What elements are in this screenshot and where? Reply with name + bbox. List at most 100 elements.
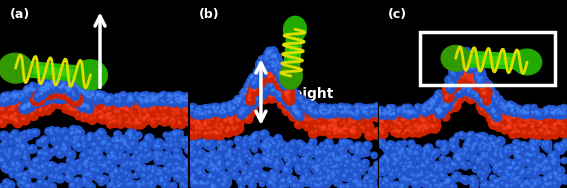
Circle shape xyxy=(517,108,520,111)
Circle shape xyxy=(89,104,97,111)
Circle shape xyxy=(84,159,88,163)
Circle shape xyxy=(482,92,485,95)
Circle shape xyxy=(446,88,450,90)
Circle shape xyxy=(16,150,26,159)
Circle shape xyxy=(461,63,464,67)
Circle shape xyxy=(375,111,378,114)
Circle shape xyxy=(108,172,117,180)
Circle shape xyxy=(71,96,74,99)
Circle shape xyxy=(287,176,291,179)
Circle shape xyxy=(388,106,391,109)
Circle shape xyxy=(514,147,525,158)
Circle shape xyxy=(61,90,70,99)
Circle shape xyxy=(528,182,539,188)
Circle shape xyxy=(470,61,480,71)
Circle shape xyxy=(396,147,407,158)
Circle shape xyxy=(385,104,395,114)
Circle shape xyxy=(48,82,52,85)
Circle shape xyxy=(544,183,552,188)
Circle shape xyxy=(459,175,467,183)
Circle shape xyxy=(454,68,462,77)
Circle shape xyxy=(273,142,276,145)
Circle shape xyxy=(81,89,84,92)
Circle shape xyxy=(209,174,212,177)
Circle shape xyxy=(73,98,75,101)
Circle shape xyxy=(464,86,467,89)
Circle shape xyxy=(328,145,331,148)
Circle shape xyxy=(506,103,509,105)
Circle shape xyxy=(0,105,7,115)
Circle shape xyxy=(249,80,260,91)
Circle shape xyxy=(145,137,148,140)
Circle shape xyxy=(183,171,190,177)
Circle shape xyxy=(90,172,92,175)
Circle shape xyxy=(435,103,446,114)
Circle shape xyxy=(21,94,24,97)
Circle shape xyxy=(497,108,508,119)
Circle shape xyxy=(73,161,79,168)
Circle shape xyxy=(3,149,6,152)
Circle shape xyxy=(362,115,371,124)
Circle shape xyxy=(88,135,91,138)
Circle shape xyxy=(549,110,552,114)
Circle shape xyxy=(508,102,518,113)
Circle shape xyxy=(57,96,66,104)
Circle shape xyxy=(223,111,234,122)
Circle shape xyxy=(335,164,338,168)
Circle shape xyxy=(497,138,501,142)
Circle shape xyxy=(190,131,194,135)
Circle shape xyxy=(251,79,255,82)
Circle shape xyxy=(120,169,123,172)
Circle shape xyxy=(149,99,151,102)
Circle shape xyxy=(552,111,555,115)
Circle shape xyxy=(176,102,180,106)
Circle shape xyxy=(536,110,539,113)
Circle shape xyxy=(22,105,25,108)
Circle shape xyxy=(20,92,24,95)
Circle shape xyxy=(459,159,468,170)
Circle shape xyxy=(42,85,50,93)
Circle shape xyxy=(563,140,567,144)
Circle shape xyxy=(497,170,501,173)
Circle shape xyxy=(338,129,342,132)
Circle shape xyxy=(109,136,121,147)
Circle shape xyxy=(88,112,92,116)
Circle shape xyxy=(403,160,411,168)
Circle shape xyxy=(0,112,11,124)
Circle shape xyxy=(273,93,276,96)
Circle shape xyxy=(380,169,387,176)
Circle shape xyxy=(484,99,487,102)
Circle shape xyxy=(268,173,277,181)
Circle shape xyxy=(331,152,338,160)
Circle shape xyxy=(210,162,218,170)
Circle shape xyxy=(10,93,18,101)
Circle shape xyxy=(364,108,374,118)
Circle shape xyxy=(496,120,504,128)
Circle shape xyxy=(538,121,545,128)
Circle shape xyxy=(445,180,448,183)
Circle shape xyxy=(55,168,58,171)
Circle shape xyxy=(480,97,483,100)
Circle shape xyxy=(369,184,373,188)
Circle shape xyxy=(277,85,281,89)
Circle shape xyxy=(202,111,206,114)
Circle shape xyxy=(473,71,484,81)
Circle shape xyxy=(556,146,566,155)
Circle shape xyxy=(273,75,276,79)
Circle shape xyxy=(23,94,30,101)
Circle shape xyxy=(465,55,468,58)
Circle shape xyxy=(532,146,535,149)
Circle shape xyxy=(555,129,558,132)
Circle shape xyxy=(468,58,471,62)
Circle shape xyxy=(257,74,261,77)
Circle shape xyxy=(548,167,551,170)
Circle shape xyxy=(448,85,456,93)
Circle shape xyxy=(251,81,262,92)
Circle shape xyxy=(473,167,476,169)
Circle shape xyxy=(242,99,251,109)
Circle shape xyxy=(169,99,180,111)
Circle shape xyxy=(478,83,489,95)
Circle shape xyxy=(12,104,15,107)
Circle shape xyxy=(114,168,117,172)
Circle shape xyxy=(386,108,395,118)
